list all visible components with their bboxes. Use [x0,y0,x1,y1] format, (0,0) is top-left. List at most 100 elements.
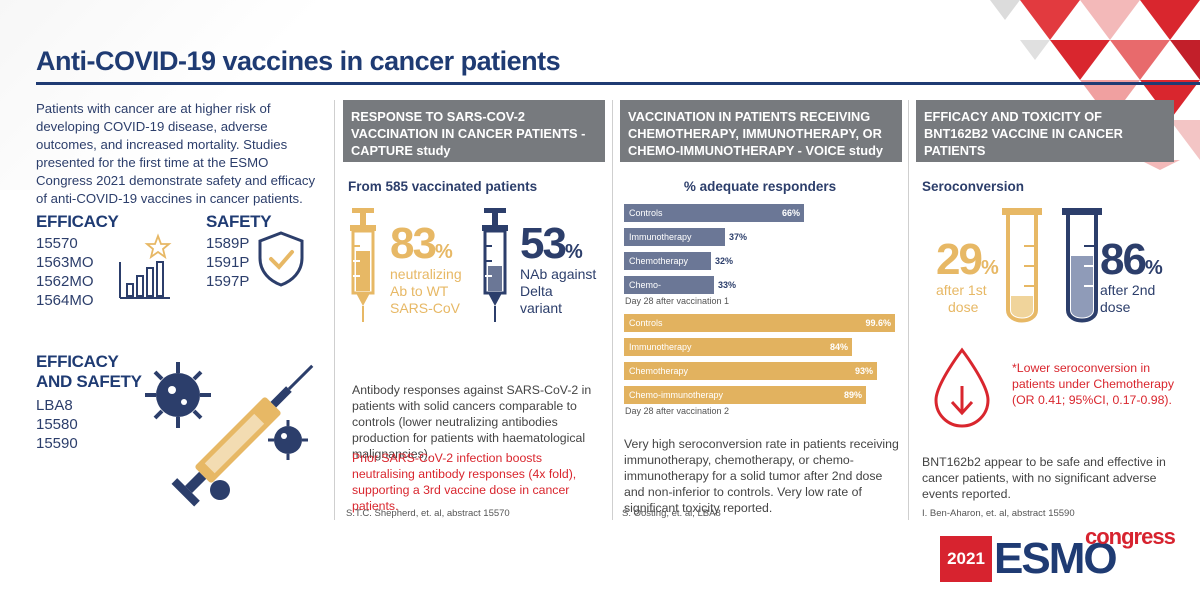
bnt-header: EFFICACY AND TOXICITY OF BNT162B2 VACCIN… [916,100,1174,162]
bar-value-label: 89% [843,390,862,400]
bar-chemo-immunotherapy-1: Chemo-immunotherapy 33% [624,276,736,308]
efficacy-safety-label-line1: EFFICACY [36,352,119,371]
virus-syringe-illustration [145,362,314,507]
abstract-code: 1563MO [36,254,94,271]
bnt-stat2: 86% after 2nd dose [1100,238,1163,316]
capture-header-sub: CAPTURE study [351,143,451,158]
voice-header-sub: VOICE study [805,143,884,158]
bar-chart-star-icon [119,233,172,299]
abstract-code: 1589P [206,235,250,252]
capture-header-title: RESPONSE TO SARS-COV-2 VACCINATION IN CA… [351,109,586,141]
capture-citation: S.T.C. Shepherd, et. al, abstract 15570 [346,508,510,519]
bnt-stat2-value: 86 [1100,235,1147,284]
logo-esmo: ESMO [994,534,1118,583]
efficacy-safety-label-line2: AND SAFETY [36,372,142,391]
bnt-stat1-line2: dose [948,299,979,315]
shield-check-icon [258,231,304,287]
day1-label: Day 28 after vaccination 1 [625,296,730,306]
bnt-stat2-unit: % [1144,257,1163,279]
blood-drop-down-arrow-icon [934,347,990,428]
capture-stat1-value: 83 [390,219,437,268]
efficacy-safety-label: EFFICACY AND SAFETY [36,352,142,392]
abstract-code: 15570 [36,235,78,252]
capture-stat2-value: 53 [520,219,567,268]
bnt-subhead: Seroconversion [922,179,1025,194]
efficacy-safety-codes: LBA8 15580 15590 [36,396,78,453]
capture-subhead: From 585 vaccinated patients [348,179,538,194]
voice-citation: S. Oosting, et. al, LBA8 [622,508,721,519]
voice-chart-title: % adequate responders [683,179,837,194]
day2-label: Day 28 after vaccination 2 [625,406,730,416]
capture-highlight: Prior SARS-CoV-2 infection boosts neutra… [352,451,577,513]
bar-value-label: 99.6% [865,318,891,328]
safety-label: SAFETY [206,212,272,231]
test-tube-navy-icon [1062,208,1102,323]
bar-category-label: Controls [629,208,663,218]
safety-codes: 1589P 1591P 1597P [206,234,249,291]
corner-triangle-pattern [990,0,1200,170]
bar-category-label: Chemo-immunotherapy [629,390,724,400]
bar-controls-1: Controls 66% [624,204,804,222]
column-divider [612,100,613,520]
capture-body: Antibody responses against SARS-CoV-2 in… [352,383,592,461]
bnt-stat1: 29% after 1st dose [936,238,999,316]
bnt-citation: I. Ben-Aharon, et. al, abstract 15590 [922,508,1075,519]
syringe-navy-icon [482,208,508,322]
bar-value-label: 37% [729,232,748,242]
bnt-stat1-value: 29 [936,235,983,284]
logo-year: 2021 [940,536,992,582]
voice-body: Very high seroconversion rate in patient… [624,437,899,515]
bar-chemotherapy-1: Chemotherapy 32% [624,252,733,270]
abstract-code: 1591P [206,254,250,271]
abstract-code: 15590 [36,435,78,452]
background-pattern [0,0,360,190]
capture-stat1-unit: % [434,241,453,263]
capture-stat1-line1: neutralizing [390,266,462,282]
bar-category-label: Chemo-immunotherapy [629,280,692,308]
bnt-stat2-line1: after 2nd [1100,282,1156,298]
syringe-gold-icon [350,208,376,322]
bar-category-label: Controls [629,318,663,328]
logo-congress: congress [1085,524,1176,549]
bnt-chemo-note: *Lower seroconversion in patients under … [1012,361,1175,407]
abstract-code: 15580 [36,416,78,433]
efficacy-codes: 15570 1563MO 1562MO 1564MO [36,234,94,310]
column-divider [334,100,335,520]
abstract-code: 1562MO [36,273,94,290]
bar-category-label: Chemotherapy [629,366,689,376]
column-divider [908,100,909,520]
bar-category-label: Chemotherapy [629,256,689,266]
capture-stat2-line1: NAb against [520,266,597,282]
bar-value-label: 84% [829,342,848,352]
capture-stat2-unit: % [564,241,583,263]
bar-value-label: 66% [781,208,800,218]
capture-stat1: 83% neutralizing Ab to WT SARS-CoV [390,222,462,317]
bar-value-label: 93% [854,366,873,376]
bar-category-label: Immunotherapy [629,232,692,242]
capture-stat2-line3: variant [520,300,563,316]
efficacy-label: EFFICACY [36,212,119,231]
title-divider [36,82,1200,85]
bar-value-label: 32% [715,256,734,266]
bar-chemo-immunotherapy-2: Chemo-immunotherapy 89% [624,386,866,404]
bar-controls-2: Controls 99.6% [624,314,895,332]
bnt-stat1-line1: after 1st [936,282,987,298]
capture-stat2: 53% NAb against Delta variant [520,222,596,317]
abstract-code: 1597P [206,273,250,290]
bnt-stat1-unit: % [980,257,999,279]
bnt-stat2-line2: dose [1100,299,1131,315]
intro-text: Patients with cancer are at higher risk … [36,101,316,206]
capture-stat2-line2: Delta [520,283,553,299]
abstract-code: 1564MO [36,292,94,309]
bar-chemotherapy-2: Chemotherapy 93% [624,362,877,380]
capture-stat1-line2: Ab to WT [390,283,449,299]
bar-category-label: Immunotherapy [629,342,692,352]
bar-value-label: 33% [718,280,737,290]
page-title: Anti-COVID-19 vaccines in cancer patient… [36,46,561,76]
bar-immunotherapy-2: Immunotherapy 84% [624,338,852,356]
bnt-body: BNT162b2 appear to be safe and effective… [922,455,1166,501]
test-tube-gold-icon [1002,208,1042,323]
voice-header: VACCINATION IN PATIENTS RECEIVING CHEMOT… [620,100,902,162]
capture-stat1-line3: SARS-CoV [390,300,461,316]
bar-immunotherapy-1: Immunotherapy 37% [624,228,747,246]
